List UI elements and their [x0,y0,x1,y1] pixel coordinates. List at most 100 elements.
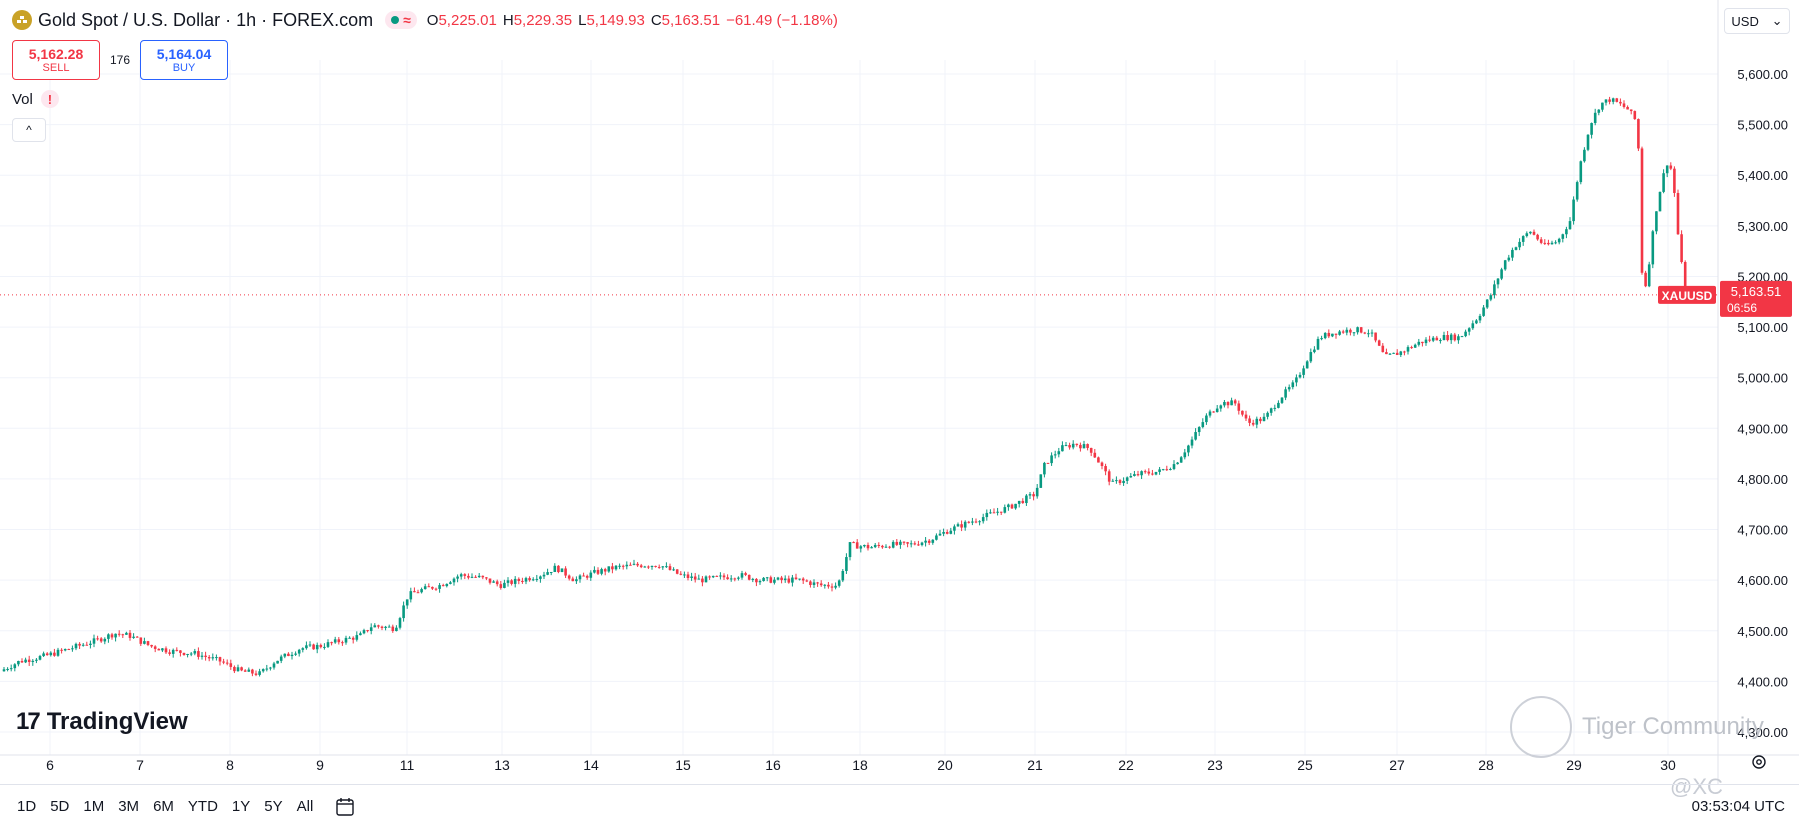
candle-body [279,656,283,661]
candle-body [1565,229,1568,235]
candle-body [1021,500,1025,504]
candle-body [524,578,528,582]
candle-body [672,569,675,571]
candle-body [6,668,9,670]
candle-body [1532,231,1536,235]
candle-body [931,539,935,543]
candle-body [834,585,837,588]
candle-body [121,634,125,636]
candle-body [492,581,495,583]
candle-body [927,540,931,543]
close-key: C [650,11,662,29]
candle-body [1280,397,1284,403]
candle-body [189,653,193,655]
range-1d[interactable]: 1D [17,798,37,815]
candle-body [744,573,747,575]
candle-body [917,544,920,546]
candle-body [1251,422,1255,425]
candle-body [1183,452,1187,458]
volume-indicator[interactable]: Vol ! [12,90,59,108]
x-tick-label: 27 [1389,757,1405,773]
x-tick-label: 13 [494,757,510,773]
candle-body [1640,148,1644,273]
candle-body [53,652,56,656]
candle-body [1338,331,1341,335]
collapse-indicators-button[interactable]: ^ [12,118,46,142]
candle-body [24,659,27,663]
candle-body [1658,191,1662,212]
candle-body [1345,329,1349,333]
candle-body [1190,439,1194,446]
candle-body [593,569,596,573]
range-6m[interactable]: 6M [153,798,174,815]
candle-body [1356,327,1359,333]
price-chart[interactable]: 5,600.00 5,500.00 5,400.00 5,300.00 5,200.00… [0,0,1799,784]
candle-body [1669,165,1673,169]
candle-body [924,540,927,543]
candle-body [229,663,233,667]
candle-body [571,578,575,582]
market-status-badge[interactable]: ≈ [385,11,417,29]
candle-body [71,648,74,650]
calendar-goto-icon[interactable] [334,796,356,818]
candle-body [798,578,801,580]
candle-body [1035,487,1039,497]
candle-body [1305,361,1309,369]
range-5d[interactable]: 5D [50,798,70,815]
candle-body [693,576,697,580]
candle-body [283,653,287,657]
candle-body [474,576,477,578]
candle-body [920,542,924,546]
range-all[interactable]: All [296,798,314,815]
candle-body [902,541,906,543]
range-1y[interactable]: 1Y [231,798,251,815]
candle-body [1075,443,1079,445]
candle-body [647,566,650,568]
candle-body [819,583,823,586]
candle-body [557,565,560,573]
candle-body [877,544,881,546]
range-1m[interactable]: 1M [83,798,105,815]
chevron-up-icon: ^ [26,123,32,137]
candle-body [319,644,323,648]
y-tick-label: 5,000.00 [1737,371,1788,386]
range-ytd[interactable]: YTD [187,798,218,815]
warning-icon[interactable]: ! [40,90,59,108]
utc-clock[interactable]: 03:53:04 UTC [1691,798,1785,815]
candle-body [1230,400,1233,406]
candle-body [1266,412,1269,417]
candle-body [690,576,693,578]
candle-body [1082,444,1086,449]
candle-body [1010,504,1014,509]
candle-body [654,565,657,567]
candle-body [870,547,873,549]
candle-body [254,673,258,675]
candle-body [1111,480,1115,482]
candle-body [395,627,398,632]
candle-body [157,648,161,651]
candle-body [981,517,985,522]
candle-body [1604,99,1608,103]
low-value: 5,149.93 [586,11,645,29]
candle-body [1464,331,1467,337]
candle-body [1140,471,1143,476]
sell-button[interactable]: 5,162.28 SELL [12,40,100,80]
y-tick-label: 4,500.00 [1737,624,1788,639]
y-tick-label: 4,900.00 [1737,421,1788,436]
candle-body [1381,345,1385,353]
candle-body [1017,500,1021,504]
x-tick-label: 22 [1118,757,1134,773]
currency-select[interactable]: USD ⌄ [1724,8,1790,34]
range-3m[interactable]: 3M [118,798,140,815]
candle-body [1413,344,1417,348]
tradingview-logo[interactable]: 17 TradingView [16,708,188,736]
candle-body [708,576,711,578]
symbol-title[interactable]: Gold Spot / U.S. Dollar · 1h · FOREX.com [38,9,374,30]
x-tick-label: 21 [1027,757,1043,773]
buy-button[interactable]: 5,164.04 BUY [140,40,228,80]
settings-gear-icon[interactable] [1750,753,1768,771]
candle-body [1129,475,1133,478]
candle-body [420,589,423,593]
range-5y[interactable]: 5Y [264,798,283,815]
candle-body [1255,418,1259,425]
